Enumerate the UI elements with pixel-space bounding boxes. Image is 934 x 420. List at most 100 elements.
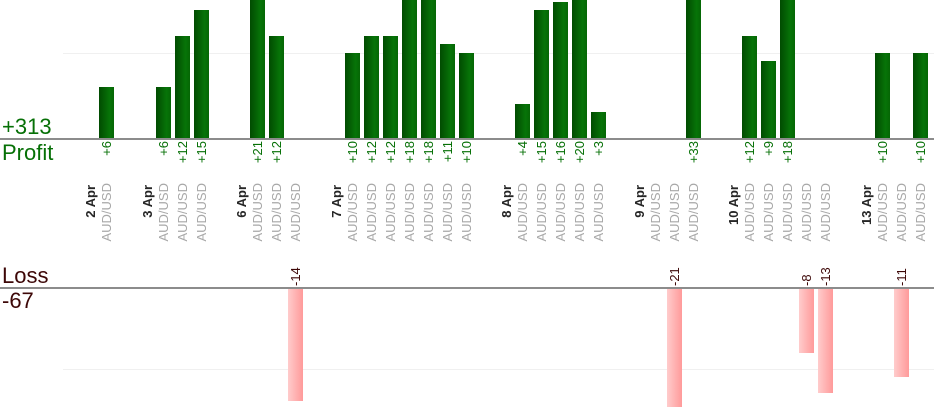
symbol-label: AUD/USD <box>647 183 663 242</box>
profit-baseline <box>0 138 934 140</box>
profit-bar <box>401 0 417 138</box>
loss-value-label: -13 <box>818 267 833 286</box>
date-label: 8 Apr <box>499 185 514 218</box>
profit-bar <box>742 36 757 138</box>
loss-bar <box>288 289 303 401</box>
symbol-label: AUD/USD <box>250 183 265 242</box>
loss-value-label: -21 <box>666 267 682 286</box>
loss-value-label: -8 <box>799 274 814 286</box>
profit-value-label: +16 <box>553 141 568 164</box>
symbol-label: AUD/USD <box>174 183 190 242</box>
loss-gridline <box>63 369 934 370</box>
profit-value-label: +3 <box>591 141 606 156</box>
profit-bar <box>458 53 474 138</box>
profit-value-label: +18 <box>780 141 795 164</box>
profit-value-label: +6 <box>155 141 171 156</box>
profit-bar <box>99 87 114 138</box>
profit-value-label: +20 <box>572 141 587 164</box>
profit-value-label: +4 <box>515 141 530 156</box>
symbol-label: AUD/USD <box>553 183 568 242</box>
profit-value-label: +9 <box>761 141 776 156</box>
profit-bar <box>591 112 606 138</box>
symbol-label: AUD/USD <box>193 183 209 242</box>
loss-value-label: -11 <box>893 268 909 286</box>
symbol-label: AUD/USD <box>439 183 455 242</box>
profit-value-label: +10 <box>912 141 928 164</box>
symbol-label: AUD/USD <box>534 183 549 242</box>
symbol-label: AUD/USD <box>912 183 928 242</box>
profit-bar <box>912 53 928 138</box>
symbol-label: AUD/USD <box>420 183 436 242</box>
profit-bar <box>420 0 436 138</box>
symbol-label: AUD/USD <box>269 183 284 242</box>
date-label: 2 Apr <box>83 185 98 218</box>
profit-bar <box>250 0 265 138</box>
profit-bar <box>515 104 530 138</box>
loss-bar <box>893 289 909 377</box>
symbol-label: AUD/USD <box>874 183 890 242</box>
loss-total-label: -67 <box>2 288 34 313</box>
symbol-label: AUD/USD <box>99 183 114 242</box>
profit-value-label: +12 <box>742 141 757 164</box>
symbol-label: AUD/USD <box>382 183 398 242</box>
profit-bar <box>174 36 190 138</box>
symbol-label: AUD/USD <box>401 183 417 242</box>
symbol-label: AUD/USD <box>780 183 795 242</box>
symbol-label: AUD/USD <box>761 183 776 242</box>
loss-bar <box>799 289 814 353</box>
symbol-label: AUD/USD <box>742 183 757 242</box>
profit-value-label: +12 <box>269 141 284 164</box>
symbol-label: AUD/USD <box>458 183 474 242</box>
symbol-label: AUD/USD <box>591 183 606 242</box>
profit-value-label: +12 <box>382 141 398 164</box>
profit-value-label: +15 <box>534 141 549 164</box>
symbol-label: AUD/USD <box>363 183 379 242</box>
profit-bar <box>761 61 776 138</box>
date-label: 3 Apr <box>139 185 155 218</box>
profit-bar <box>685 0 701 138</box>
date-label: 9 Apr <box>631 185 647 218</box>
profit-bar <box>193 10 209 138</box>
profit-value-label: +21 <box>250 141 265 164</box>
profit-value-label: +15 <box>193 141 209 164</box>
profit-bar <box>780 0 795 138</box>
loss-bar <box>666 289 682 407</box>
profit-bar <box>572 0 587 138</box>
profit-bar <box>382 36 398 138</box>
symbol-label: AUD/USD <box>893 183 909 242</box>
symbol-label: AUD/USD <box>799 183 814 242</box>
date-label: 7 Apr <box>328 185 344 218</box>
date-label: 10 Apr <box>726 185 741 225</box>
symbol-label: AUD/USD <box>685 183 701 242</box>
profit-value-label: +10 <box>458 141 474 164</box>
loss-value-label: -14 <box>288 267 303 286</box>
profit-bar <box>344 53 360 138</box>
profit-value-label: +12 <box>363 141 379 164</box>
profit-total-label: +313 <box>2 114 52 139</box>
symbol-label: AUD/USD <box>344 183 360 242</box>
date-label: 13 Apr <box>858 185 874 225</box>
profit-value-label: +10 <box>874 141 890 164</box>
profit-bar <box>553 2 568 138</box>
profit-value-label: +18 <box>401 141 417 164</box>
profit-value-label: +6 <box>99 141 114 156</box>
profit-bar <box>363 36 379 138</box>
loss-baseline <box>0 287 934 289</box>
loss-axis-label: Loss <box>2 263 49 288</box>
profit-value-label: +11 <box>439 141 455 163</box>
date-label: 6 Apr <box>234 185 249 218</box>
profit-axis-label: Profit <box>2 140 54 165</box>
profit-value-label: +12 <box>174 141 190 164</box>
profit-gridline <box>63 53 934 54</box>
loss-bar <box>818 289 833 393</box>
symbol-label: AUD/USD <box>666 183 682 242</box>
profit-bar <box>155 87 171 138</box>
profit-value-label: +33 <box>685 141 701 164</box>
symbol-label: AUD/USD <box>288 183 303 242</box>
profit-bar <box>269 36 284 138</box>
symbol-label: AUD/USD <box>818 183 833 242</box>
symbol-label: AUD/USD <box>515 183 530 242</box>
profit-bar <box>874 53 890 138</box>
symbol-label: AUD/USD <box>572 183 587 242</box>
